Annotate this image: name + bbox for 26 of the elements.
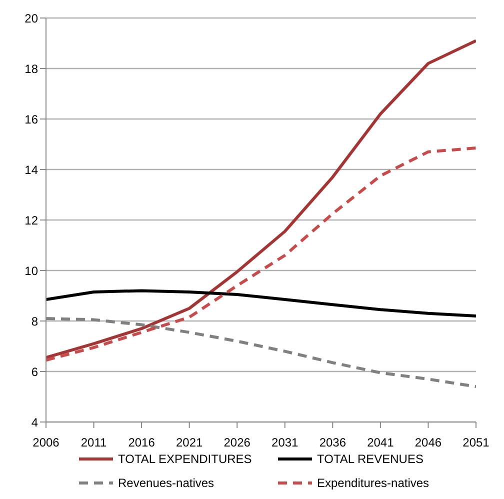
line-series [46, 39, 476, 360]
y-tick-label: 12 [24, 213, 38, 228]
y-tick-label: 8 [31, 314, 38, 328]
x-tick-label: 2021 [176, 436, 204, 450]
y-tick-label: 6 [31, 364, 38, 379]
x-tick-label: 2031 [272, 436, 299, 450]
legend-label: Revenues-natives [118, 476, 214, 490]
y-tick-label: 18 [24, 62, 38, 76]
y-tick-label: 4 [31, 415, 38, 430]
legend-label: TOTAL REVENUES [317, 452, 424, 466]
y-tick-label: 20 [24, 11, 38, 26]
legend-label: TOTAL EXPENDITURES [118, 452, 252, 466]
x-tick-label: 2041 [367, 436, 394, 450]
x-tick-label: 2011 [80, 436, 107, 450]
x-tick-label: 2016 [128, 436, 156, 450]
line-series [46, 146, 476, 362]
x-tick-label: 2026 [224, 436, 251, 450]
x-tick-label: 2036 [319, 436, 346, 450]
line-series [46, 289, 476, 318]
y-tick-label: 10 [24, 264, 38, 278]
x-tick-label: 2006 [32, 436, 60, 450]
legend-label: Expenditures-natives [317, 476, 430, 490]
x-tick-label: 2046 [414, 436, 442, 450]
y-tick-label: 14 [24, 162, 38, 177]
y-tick-label: 16 [24, 112, 38, 126]
x-tick-label: 2051 [462, 436, 490, 450]
